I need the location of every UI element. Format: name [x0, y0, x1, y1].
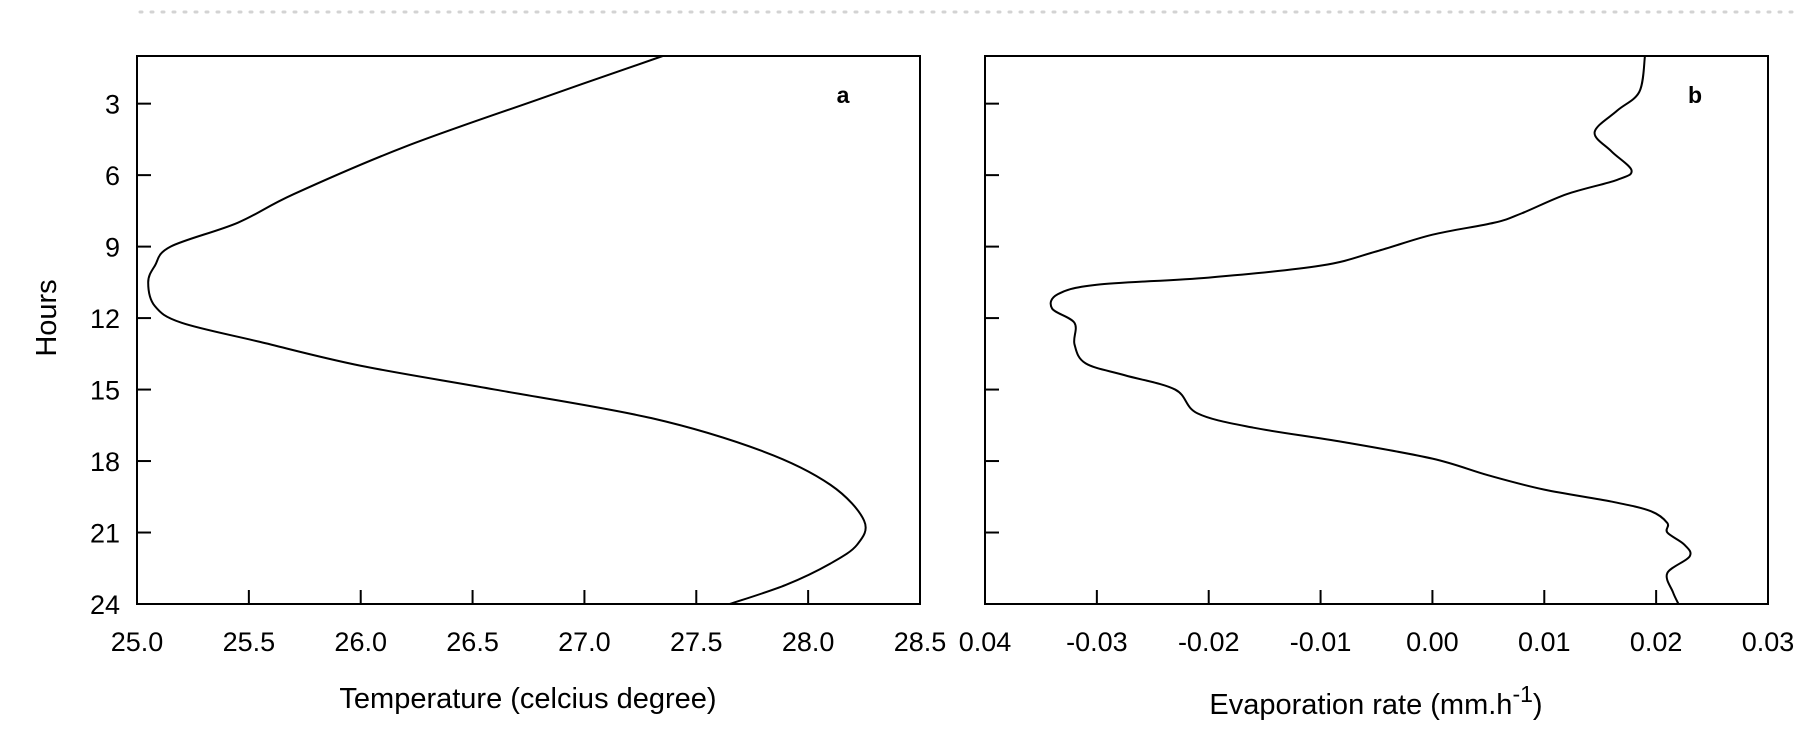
panel-a-x-tick-label: 27.0: [558, 627, 611, 657]
y-tick-label: 21: [90, 519, 120, 549]
y-tick-label: 15: [90, 376, 120, 406]
panel-a-x-axis-title: Temperature (celcius degree): [339, 683, 716, 715]
panel-b-x-tick-label: 0.01: [1518, 627, 1571, 657]
y-tick-label: 12: [90, 304, 120, 334]
panel-b-frame: [984, 55, 1769, 605]
panel-b-x-tick-label: -0.03: [1066, 627, 1128, 657]
panel-a-x-tick-label: 27.5: [670, 627, 723, 657]
panel-a-x-tick-label: 25.5: [223, 627, 276, 657]
y-tick-label: 9: [105, 233, 120, 263]
panel-a: Hours 3 6 9 12 15 18 21 24 25.0 25.5 26.0 26.5 27.0…: [31, 55, 947, 715]
panel-b-x-tick-label: 0.03: [1742, 627, 1794, 657]
y-tick-label: 3: [105, 90, 120, 120]
panel-a-x-tick-label: 25.0: [111, 627, 164, 657]
panel-b-x-tick-label: -0.02: [1178, 627, 1240, 657]
y-tick-label: 18: [90, 447, 120, 477]
panel-a-x-tick-label: 28.0: [782, 627, 835, 657]
panel-a-x-tick-label: 28.5: [894, 627, 947, 657]
panel-b-x-tick-label: 0.04: [959, 627, 1012, 657]
panel-a-x-tick-label: 26.0: [334, 627, 387, 657]
panel-b-x-tick-label: 0.02: [1630, 627, 1683, 657]
panel-b-x-tick-label: -0.01: [1290, 627, 1352, 657]
panel-b-x-ticks: 0.04 -0.03 -0.02 -0.01 0.00 0.01 0.02 0.03: [959, 590, 1794, 657]
panel-a-frame: [136, 55, 921, 605]
panel-b-evaporation-line: [1049, 55, 1692, 605]
panel-a-x-ticks: 25.0 25.5 26.0 26.5 27.0 27.5 28.0 28.5: [111, 590, 947, 657]
panel-b-y-ticks: [985, 102, 999, 605]
y-tick-label: 24: [90, 590, 120, 620]
panel-a-x-tick-label: 26.5: [446, 627, 499, 657]
panel-a-label: a: [837, 82, 850, 108]
panel-b: 0.04 -0.03 -0.02 -0.01 0.00 0.01 0.02 0.03 b Ev…: [959, 55, 1794, 721]
panel-a-y-ticks: 3 6 9 12 15 18 21 24: [90, 90, 151, 620]
panel-b-x-axis-title: Evaporation rate (mm.h-1): [1209, 681, 1542, 721]
panel-b-label: b: [1688, 82, 1702, 108]
y-tick-label: 6: [105, 161, 120, 191]
panel-a-temperature-line: [147, 55, 867, 605]
panel-b-x-tick-label: 0.00: [1406, 627, 1459, 657]
y-axis-title: Hours: [31, 279, 63, 356]
